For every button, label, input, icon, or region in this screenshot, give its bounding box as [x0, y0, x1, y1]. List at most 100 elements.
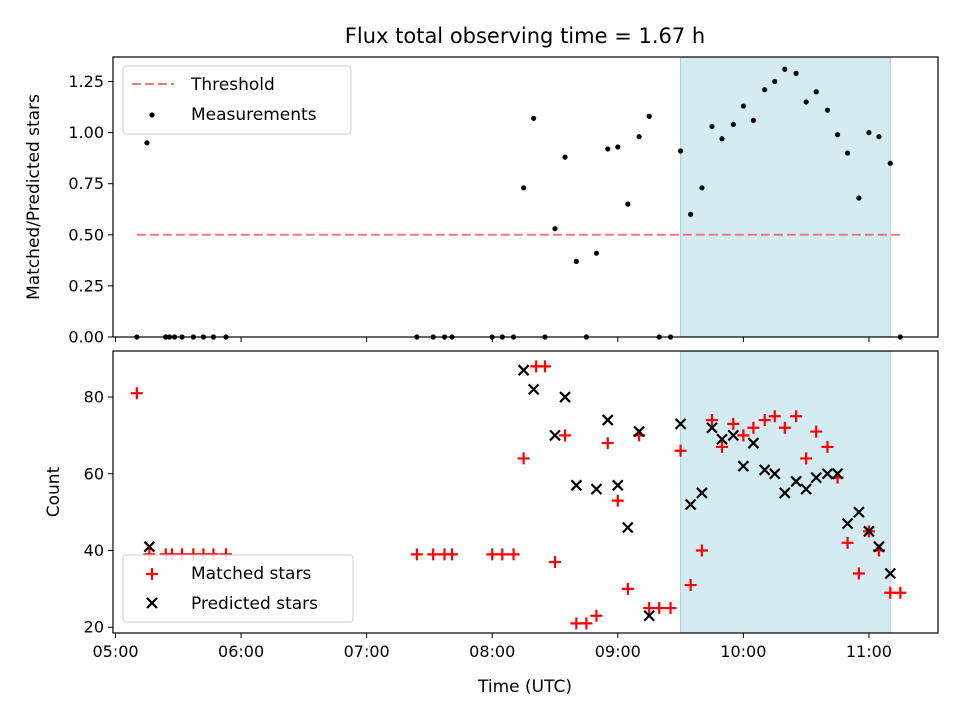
measurement-point — [887, 160, 893, 166]
predicted-stars-point — [800, 483, 812, 495]
predicted-legend-swatch — [146, 597, 158, 609]
ratio-y-tick-label: 0.25 — [68, 276, 104, 295]
matched-stars-point — [570, 617, 583, 630]
measurement-point — [824, 107, 831, 113]
predicted-stars-point — [758, 464, 771, 476]
ratio-y-tick-label: 1.25 — [68, 72, 104, 91]
measurement-point — [856, 195, 862, 201]
measurement-point — [688, 211, 694, 217]
predicted-stars-point — [737, 460, 750, 472]
predicted-stars-point — [143, 540, 156, 553]
predicted-stars-point — [747, 437, 760, 449]
predicted-stars-point — [622, 521, 634, 534]
predicted-stars-point — [570, 479, 583, 492]
predicted-stars-point — [727, 429, 740, 442]
measurement-point — [803, 99, 809, 105]
ratio-legend: Threshold Measurements — [122, 65, 352, 135]
predicted-stars-point — [612, 479, 624, 492]
predicted-stars-point — [810, 471, 822, 484]
count-y-axis-label: Count — [44, 466, 64, 517]
x-tick-label: 10:00 — [720, 642, 766, 661]
matched-legend-label: Matched stars — [191, 564, 311, 584]
matched-stars-point — [695, 544, 708, 557]
measurement-point — [636, 134, 642, 140]
measurement-point — [866, 130, 872, 136]
matched-stars-point — [621, 582, 634, 595]
matched-stars-point — [727, 417, 740, 430]
measurement-point — [876, 134, 882, 140]
matched-stars-point — [705, 414, 718, 427]
x-tick-label: 07:00 — [344, 642, 390, 661]
ratio-highlight-span — [680, 56, 891, 338]
matched-stars-point — [810, 425, 823, 438]
matched-stars-point — [674, 444, 687, 457]
count-y-tick-label: 80 — [84, 388, 104, 407]
measurement-point — [740, 103, 746, 109]
count-legend: Matched stars Predicted stars — [122, 554, 354, 623]
predicted-stars-point — [779, 487, 791, 499]
matched-stars-point — [664, 602, 677, 615]
matched-stars-point — [486, 548, 499, 561]
matched-stars-point — [643, 602, 656, 615]
measurement-point — [562, 154, 568, 160]
measurement-point — [646, 113, 652, 119]
measurement-point — [573, 258, 579, 264]
predicted-stars-point — [559, 391, 571, 403]
predicted-stars-point — [884, 567, 897, 580]
measurement-point — [531, 115, 537, 121]
predicted-stars-point — [590, 483, 603, 495]
ratio-y-tick-label: 1.00 — [68, 123, 104, 142]
measurement-point — [709, 123, 715, 130]
threshold-legend-label: Threshold — [190, 75, 275, 95]
matched-stars-point — [821, 440, 834, 453]
x-axis-label: Time (UTC) — [477, 677, 572, 697]
measurement-point — [521, 185, 527, 191]
predicted-stars-point — [527, 383, 540, 396]
predicted-stars-point — [696, 487, 708, 499]
matched-stars-point — [684, 579, 697, 592]
measurement-point — [605, 146, 611, 152]
predicted-stars-point — [841, 517, 854, 530]
matched-stars-point — [800, 452, 813, 465]
measurement-point — [144, 140, 150, 146]
predicted-stars-point — [863, 525, 875, 538]
ratio-y-tick-label: 0.75 — [68, 174, 104, 193]
measurement-point — [719, 136, 725, 142]
predicted-stars-point — [790, 475, 802, 488]
predicted-stars-point — [549, 429, 561, 442]
predicted-stars-point — [853, 506, 865, 518]
measurement-point — [593, 250, 600, 256]
x-tick-label: 11:00 — [846, 642, 892, 661]
predicted-stars-point — [601, 414, 614, 426]
measurement-point — [834, 132, 841, 138]
predicted-stars-point — [674, 418, 687, 430]
matched-stars-point — [507, 548, 520, 561]
matched-stars-point — [768, 410, 781, 423]
matched-stars-point — [517, 452, 530, 465]
matched-legend-swatch — [146, 568, 158, 580]
x-tick-label: 09:00 — [595, 642, 641, 661]
count-y-tick-label: 40 — [84, 541, 104, 560]
matched-stars-point — [601, 437, 614, 450]
x-tick-label: 08:00 — [469, 642, 515, 661]
matched-stars-point — [747, 421, 760, 434]
matched-stars-point — [894, 586, 907, 599]
predicted-stars-point — [706, 421, 718, 434]
ratio-y-axis-label: Matched/Predicted stars — [24, 94, 44, 300]
x-tick-label: 06:00 — [218, 642, 264, 661]
matched-stars-point — [427, 548, 440, 561]
matched-stars-point — [549, 556, 562, 569]
matched-stars-point — [496, 548, 509, 561]
predicted-stars-point — [643, 609, 655, 622]
count-y-tick-label: 20 — [84, 618, 104, 637]
matched-stars-point — [446, 548, 459, 561]
measurement-point — [615, 144, 621, 150]
count-panel-frame — [112, 350, 939, 634]
ratio-panel: 0.00 0.25 0.50 0.75 1.00 1.25 Matched/Predict… — [24, 56, 939, 347]
count-legend-box — [122, 554, 354, 623]
matched-stars-point — [590, 609, 603, 622]
x-tick-label: 05:00 — [92, 642, 138, 661]
predicted-stars-point — [716, 433, 728, 446]
predicted-stars-point — [517, 364, 530, 376]
matched-stars-point — [580, 617, 593, 630]
